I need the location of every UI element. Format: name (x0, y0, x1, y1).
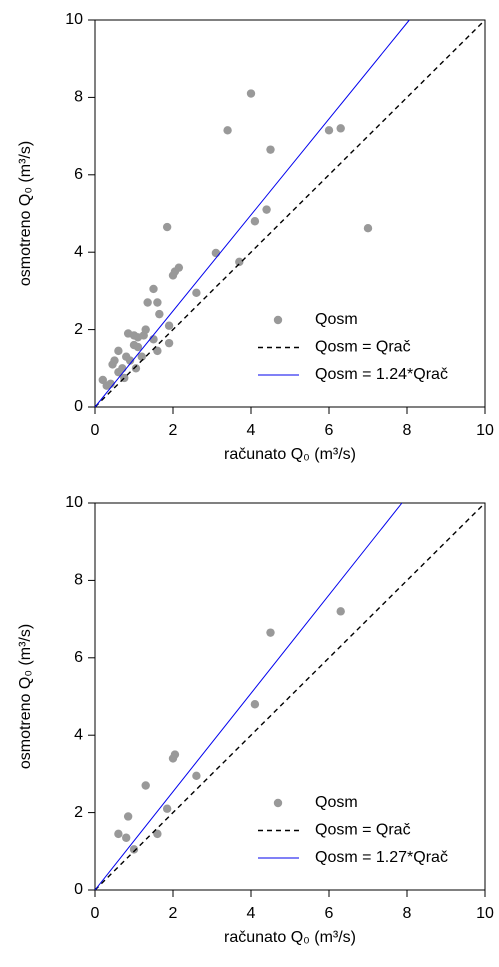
x-tick-label: 2 (169, 905, 178, 922)
y-tick-label: 6 (74, 649, 83, 666)
x-axis-label: računato Q₀ (m³/s) (224, 929, 356, 946)
y-tick-label: 4 (74, 243, 83, 260)
point (250, 700, 260, 709)
point (164, 338, 174, 348)
y-axis-label: osmotreno Q₀ (m³/s) (17, 624, 34, 769)
point (235, 257, 244, 267)
point (250, 217, 260, 226)
y-axis-label: osmotreno Q₀ (m³/s) (17, 141, 34, 286)
point (149, 284, 158, 294)
point (266, 145, 275, 154)
point (153, 829, 162, 839)
y-tick-label: 8 (74, 89, 83, 106)
point (131, 364, 141, 373)
point (153, 346, 162, 356)
y-tick-label: 6 (74, 166, 83, 183)
x-tick-label: 6 (325, 422, 334, 439)
y-tick-label: 0 (74, 398, 83, 415)
point (122, 833, 131, 842)
point (143, 298, 152, 307)
fit-line (94, 19, 410, 408)
y-tick-label: 2 (74, 321, 83, 338)
x-tick-label: 8 (403, 905, 412, 922)
point (155, 309, 164, 319)
point (324, 126, 334, 135)
fit-line (94, 502, 403, 891)
point (125, 356, 135, 365)
point (246, 89, 256, 98)
legend-marker (273, 315, 283, 325)
x-tick-label: 10 (476, 422, 494, 439)
point (123, 812, 133, 821)
point (141, 325, 150, 334)
point (133, 342, 143, 352)
point (223, 126, 232, 135)
legend-label: Qosm (315, 311, 358, 328)
y-tick-label: 8 (74, 572, 83, 589)
point (129, 845, 139, 854)
x-tick-label: 0 (91, 905, 100, 922)
x-tick-label: 8 (403, 422, 412, 439)
point (141, 781, 150, 790)
legend-label: Qosm = 1.24*Qrač (315, 366, 448, 383)
fit-line (94, 19, 486, 408)
point (153, 298, 162, 307)
point (164, 321, 174, 330)
point (118, 364, 127, 373)
x-tick-label: 2 (169, 422, 178, 439)
point (363, 224, 373, 233)
y-tick-label: 10 (65, 11, 83, 28)
point (162, 804, 172, 813)
point (174, 263, 184, 272)
point (162, 222, 172, 232)
point (137, 352, 146, 361)
point (110, 356, 119, 365)
legend-label: Qosm = Qrač (315, 339, 411, 356)
legend-marker (273, 798, 283, 808)
y-tick-label: 2 (74, 804, 83, 821)
x-axis-label: računato Q₀ (m³/s) (224, 446, 356, 463)
y-tick-label: 4 (74, 726, 83, 743)
point (170, 750, 180, 759)
point (336, 124, 345, 133)
point (336, 607, 345, 616)
plot-frame (94, 19, 486, 408)
point (262, 205, 271, 214)
x-tick-label: 4 (247, 905, 256, 922)
point (211, 248, 221, 258)
point (192, 288, 201, 298)
x-tick-label: 6 (325, 905, 334, 922)
plot-frame (94, 502, 486, 891)
legend-label: Qosm (315, 794, 358, 811)
point (114, 829, 123, 839)
point (266, 628, 275, 637)
x-tick-label: 0 (91, 422, 100, 439)
x-tick-label: 10 (476, 905, 494, 922)
fit-line (94, 502, 486, 891)
x-tick-label: 4 (247, 422, 256, 439)
legend-label: Qosm = Qrač (315, 822, 411, 839)
point (114, 346, 123, 356)
y-tick-label: 0 (74, 881, 83, 898)
y-tick-label: 10 (65, 494, 83, 511)
point (192, 771, 201, 781)
legend-label: Qosm = 1.27*Qrač (315, 849, 448, 866)
